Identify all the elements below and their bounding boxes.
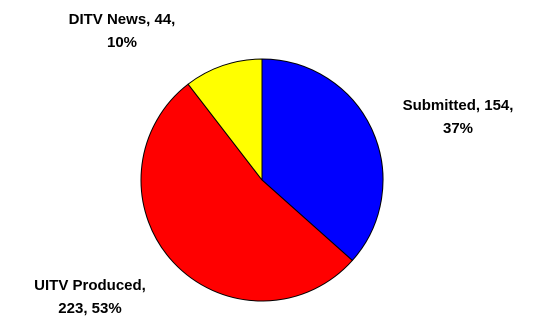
label-ditv-news-line2: 10% bbox=[106, 34, 138, 51]
label-ditv-news-line1: DITV News, 44, bbox=[68, 11, 176, 28]
label-uitv-produced-line2: 223, 53% bbox=[58, 300, 122, 317]
label-submitted: Submitted, 154, 37% bbox=[403, 94, 514, 140]
label-submitted-line2: 37% bbox=[442, 120, 474, 137]
label-uitv-produced: UITV Produced, 223, 53% bbox=[34, 274, 146, 320]
slice-ditv-news bbox=[187, 58, 263, 181]
slice-submitted bbox=[261, 58, 384, 261]
label-uitv-produced-line1: UITV Produced, bbox=[34, 277, 146, 294]
label-submitted-line1: Submitted, 154, bbox=[402, 97, 514, 114]
label-ditv-news: DITV News, 44, 10% bbox=[69, 8, 176, 54]
slice-uitv-produced bbox=[140, 83, 353, 302]
